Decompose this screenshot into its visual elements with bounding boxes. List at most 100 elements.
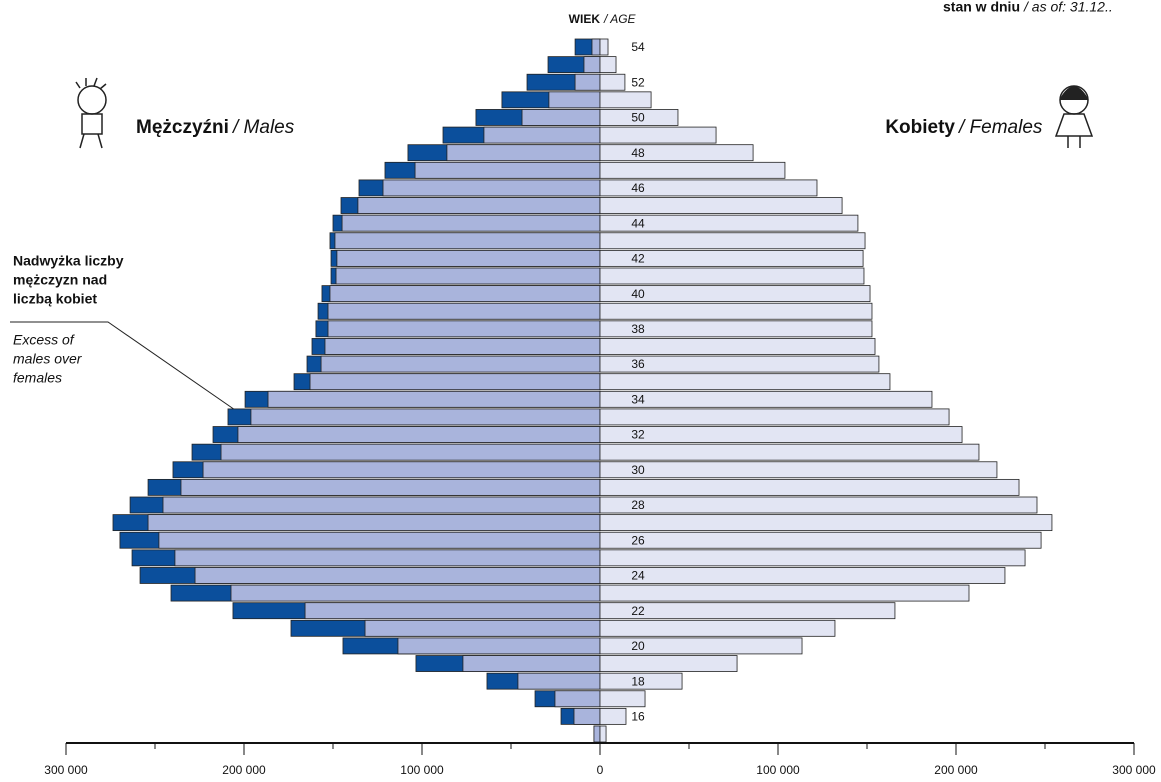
male-female-equivalent-bar bbox=[591, 38, 601, 56]
male-female-equivalent-bar bbox=[583, 56, 601, 74]
male-female-equivalent-bar bbox=[335, 267, 601, 285]
female-bar bbox=[599, 478, 1020, 496]
header: WIEK / AGE stan w dniu / as of: 31.12.. bbox=[569, 0, 1113, 26]
female-bar bbox=[599, 707, 627, 725]
annotation-text-en: females bbox=[13, 370, 62, 386]
male-female-equivalent-bar bbox=[147, 514, 601, 532]
x-tick-label: 0 bbox=[597, 763, 604, 777]
male-female-equivalent-bar bbox=[158, 531, 601, 549]
male-female-equivalent-bar bbox=[250, 408, 601, 426]
male-female-equivalent-bar bbox=[174, 549, 601, 567]
male-female-equivalent-bar bbox=[446, 144, 601, 162]
female-bar bbox=[599, 655, 738, 672]
x-tick-label: 100 000 bbox=[756, 763, 800, 777]
males-label: Mężczyźni bbox=[136, 117, 229, 138]
female-icon bbox=[1054, 85, 1094, 148]
female-bar bbox=[599, 408, 950, 426]
male-female-equivalent-bar bbox=[336, 249, 601, 267]
male-female-equivalent-bar bbox=[574, 73, 601, 91]
age-label: WIEK bbox=[569, 12, 601, 26]
female-bar bbox=[599, 355, 880, 373]
female-bar bbox=[599, 249, 864, 267]
male-female-equivalent-bar bbox=[267, 390, 601, 408]
male-female-equivalent-bar bbox=[364, 619, 601, 637]
females-label-en: / Females bbox=[957, 117, 1043, 138]
female-bar bbox=[599, 496, 1038, 514]
age-label: 54 bbox=[631, 40, 645, 54]
age-label: 18 bbox=[631, 674, 645, 688]
male-female-equivalent-bar bbox=[548, 91, 601, 109]
male-female-equivalent-bar bbox=[593, 725, 601, 743]
annotation-text-en: males over bbox=[13, 351, 83, 367]
age-label: 22 bbox=[631, 604, 645, 618]
male-female-equivalent-bar bbox=[327, 320, 601, 338]
bars bbox=[112, 38, 1053, 743]
females-label: Kobiety bbox=[885, 117, 955, 138]
female-bar bbox=[599, 161, 786, 179]
female-bar bbox=[599, 144, 754, 162]
male-female-equivalent-bar bbox=[202, 461, 601, 479]
female-bar bbox=[599, 672, 683, 690]
male-female-equivalent-bar bbox=[334, 232, 601, 250]
female-bar bbox=[599, 320, 873, 338]
annotation-text: Nadwyżka liczby bbox=[13, 253, 124, 269]
male-female-equivalent-bar bbox=[327, 302, 601, 320]
age-label: 38 bbox=[631, 322, 645, 336]
x-tick-label: 200 000 bbox=[222, 763, 266, 777]
female-bar bbox=[599, 214, 859, 232]
male-female-equivalent-bar bbox=[521, 109, 601, 126]
male-female-equivalent-bar bbox=[397, 637, 601, 655]
age-label: 48 bbox=[631, 146, 645, 160]
male-female-equivalent-bar bbox=[320, 355, 601, 373]
age-label: 34 bbox=[631, 392, 645, 406]
female-bar bbox=[599, 56, 617, 74]
male-female-equivalent-bar bbox=[382, 179, 601, 197]
female-bar bbox=[599, 179, 818, 197]
female-bar bbox=[599, 619, 836, 637]
as-of: stan w dniu bbox=[943, 0, 1020, 15]
annotation-text: mężczyzn nad bbox=[13, 272, 107, 288]
male-female-equivalent-bar bbox=[341, 214, 601, 232]
male-female-equivalent-bar bbox=[357, 197, 601, 214]
annotation-text: liczbą kobiet bbox=[13, 291, 97, 307]
age-label: 40 bbox=[631, 287, 645, 301]
x-tick-label: 300 000 bbox=[1112, 763, 1156, 777]
age-label: 30 bbox=[631, 463, 645, 477]
age-label: 46 bbox=[631, 181, 645, 195]
female-bar bbox=[599, 725, 607, 743]
male-female-equivalent-bar bbox=[414, 161, 601, 179]
female-bar bbox=[599, 426, 963, 443]
male-female-equivalent-bar bbox=[329, 285, 601, 303]
female-bar bbox=[599, 531, 1042, 549]
female-bar bbox=[599, 443, 980, 461]
male-female-equivalent-bar bbox=[517, 672, 601, 690]
female-bar bbox=[599, 373, 891, 391]
male-female-equivalent-bar bbox=[483, 126, 601, 144]
annotation-pointer bbox=[10, 321, 239, 413]
female-bar bbox=[599, 267, 865, 285]
female-bar bbox=[599, 549, 1026, 567]
males-label-en: / Males bbox=[231, 117, 295, 138]
male-female-equivalent-bar bbox=[237, 426, 601, 443]
age-label: 32 bbox=[631, 428, 645, 442]
x-tick-label: 100 000 bbox=[400, 763, 444, 777]
female-bar bbox=[599, 197, 843, 214]
female-bar bbox=[599, 302, 873, 320]
female-bar bbox=[599, 285, 871, 303]
age-label: 42 bbox=[631, 252, 645, 266]
female-bar bbox=[599, 637, 803, 655]
as-of-en: / as of: 31.12.. bbox=[1023, 0, 1113, 15]
age-label: 16 bbox=[631, 710, 645, 724]
female-bar bbox=[599, 390, 933, 408]
female-bar bbox=[599, 232, 866, 250]
female-bar bbox=[599, 338, 876, 355]
age-label: 24 bbox=[631, 569, 645, 583]
female-bar bbox=[599, 38, 609, 56]
female-bar bbox=[599, 109, 679, 126]
age-label: 44 bbox=[631, 216, 645, 230]
x-tick-label: 300 000 bbox=[44, 763, 88, 777]
female-bar bbox=[599, 73, 626, 91]
age-label-en: / AGE bbox=[603, 12, 637, 26]
female-bar bbox=[599, 126, 717, 144]
